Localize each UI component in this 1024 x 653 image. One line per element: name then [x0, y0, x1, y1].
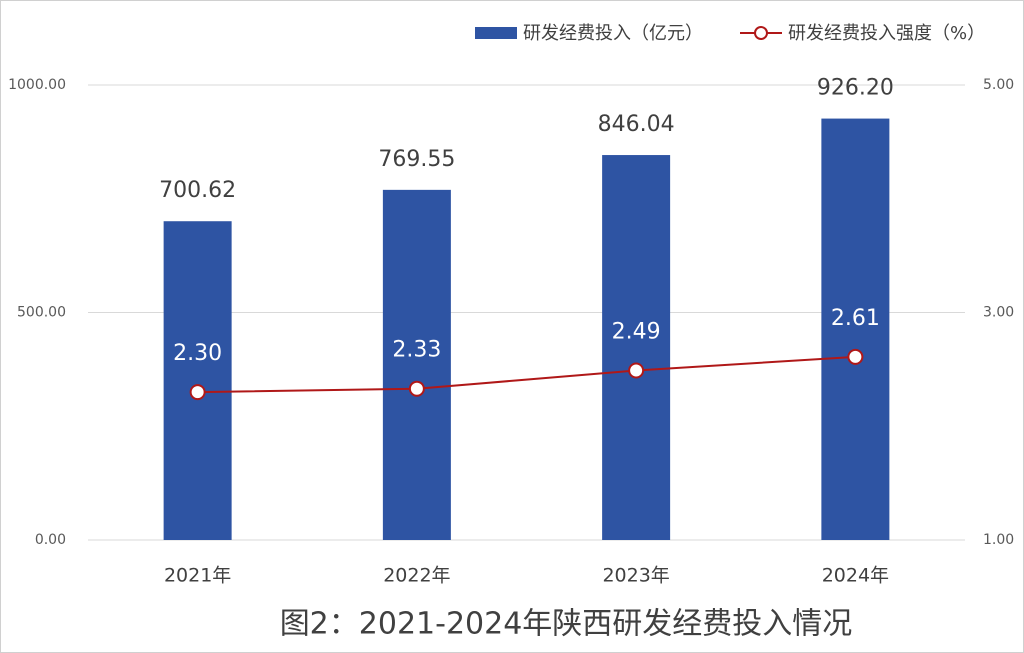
- line-value-label: 2.33: [392, 338, 441, 363]
- bar-value-label: 926.20: [817, 76, 894, 101]
- line-point: [847, 348, 864, 365]
- y-tick-label: 1000.00: [8, 77, 66, 93]
- legend-swatch: [475, 27, 517, 39]
- bar: [163, 221, 232, 540]
- y2-tick-label: 3.00: [983, 305, 1014, 321]
- bar-value-label: 769.55: [378, 147, 455, 172]
- y2-tick-label: 5.00: [983, 77, 1014, 93]
- legend-label: 研发经费投入强度（%）: [788, 23, 985, 44]
- x-tick-label: 2024年: [822, 565, 889, 587]
- bar: [821, 118, 890, 540]
- bar-value-label: 846.04: [598, 112, 675, 137]
- line-point: [628, 362, 645, 379]
- x-tick-label: 2023年: [602, 565, 669, 587]
- bar: [382, 189, 451, 541]
- line-point: [408, 380, 425, 397]
- line-value-label: 2.61: [831, 306, 880, 331]
- y2-tick-label: 1.00: [983, 532, 1014, 548]
- line-value-label: 2.49: [612, 320, 661, 345]
- y-tick-label: 0.00: [35, 532, 66, 548]
- x-tick-label: 2022年: [383, 565, 450, 587]
- x-tick-label: 2021年: [164, 565, 231, 587]
- legend-label: 研发经费投入（亿元）: [523, 23, 703, 44]
- line-value-label: 2.30: [173, 341, 222, 366]
- bar: [602, 155, 671, 540]
- legend-marker: [754, 26, 768, 40]
- line: [197, 355, 856, 394]
- y-tick-label: 500.00: [17, 305, 66, 321]
- chart-title: 图2：2021-2024年陕西研发经费投入情况: [280, 607, 853, 642]
- bar-value-label: 700.62: [159, 178, 236, 203]
- line-point: [189, 384, 206, 401]
